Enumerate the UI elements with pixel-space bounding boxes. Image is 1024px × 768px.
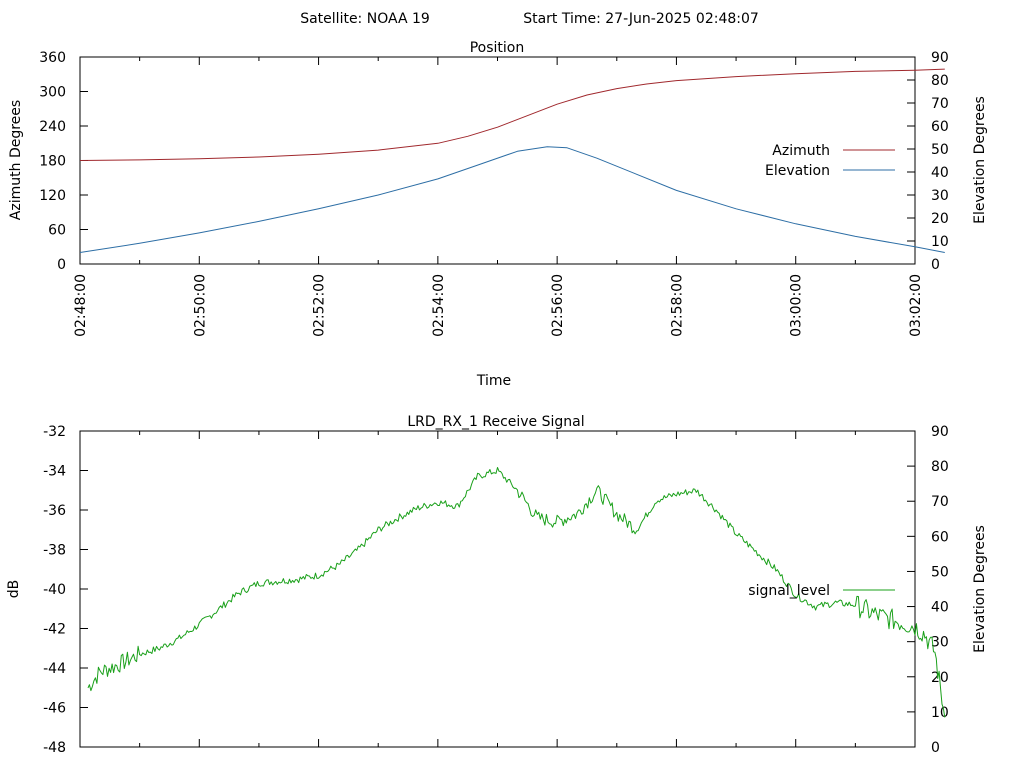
azimuth-axis-label: Azimuth Degrees <box>8 100 24 220</box>
y-tick-label: 60 <box>48 223 66 239</box>
signal-chart-title: LRD_RX_1 Receive Signal <box>407 414 584 430</box>
x-tick-label: 02:54:00 <box>431 274 447 337</box>
series-line-azimuth <box>79 68 945 161</box>
satellite-label: Satellite: NOAA 19 <box>300 11 430 27</box>
y2-tick-label: 0 <box>931 257 940 273</box>
signal-chart: LRD_RX_1 Receive Signal -48 -46 -44 -42 -40 -… <box>6 414 988 756</box>
y-tick-label: -42 <box>43 622 66 638</box>
y-tick-label: 120 <box>39 188 66 204</box>
y-tick-label: -34 <box>43 464 66 480</box>
y2-tick-label: 40 <box>931 165 949 181</box>
position-chart-title: Position <box>470 40 525 56</box>
y2-tick-label: 80 <box>931 459 949 475</box>
y-tick-label: 360 <box>39 50 66 66</box>
y2-tick-label: 30 <box>931 635 949 651</box>
x-tick-label: 03:00:00 <box>789 274 805 337</box>
x-tick-label: 03:02:00 <box>908 274 924 337</box>
y-tick-label: -44 <box>43 661 66 677</box>
y2-tick-label: 50 <box>931 564 949 580</box>
y-tick-label: 240 <box>39 119 66 135</box>
legend-label: Elevation <box>765 163 830 179</box>
position-elevation-axis-label: Elevation Degrees <box>972 96 988 224</box>
position-plot-frame <box>79 56 916 265</box>
y2-tick-label: 50 <box>931 142 949 158</box>
y2-tick-label: 10 <box>931 705 949 721</box>
y2-tick-label: 20 <box>931 211 949 227</box>
start-time-label: Start Time: 27-Jun-2025 02:48:07 <box>523 11 759 27</box>
x-tick-label: 02:58:00 <box>669 274 685 337</box>
y-tick-label: -46 <box>43 701 66 717</box>
y2-tick-label: 10 <box>931 234 949 250</box>
y-tick-label: -48 <box>43 740 66 756</box>
y2-tick-label: 70 <box>931 96 949 112</box>
y-tick-label: 300 <box>39 85 66 101</box>
y2-tick-label: 30 <box>931 188 949 204</box>
y-tick-label: -40 <box>43 582 66 598</box>
y2-tick-label: 60 <box>931 529 949 545</box>
y-tick-label: -32 <box>43 424 66 440</box>
x-tick-label: 02:50:00 <box>192 274 208 337</box>
y2-tick-label: 90 <box>931 50 949 66</box>
y2-tick-label: 60 <box>931 119 949 135</box>
y-tick-label: 0 <box>57 257 66 273</box>
x-tick-label: 02:56:00 <box>550 274 566 337</box>
series-line-elevation <box>79 146 945 253</box>
series-line-signal-level <box>87 467 946 718</box>
y2-tick-label: 70 <box>931 494 949 510</box>
y-tick-label: -38 <box>43 543 66 559</box>
y2-tick-label: 80 <box>931 73 949 89</box>
position-chart: Position 0 60 120 180 240 300 360 0 10 20 30 40 50 60… <box>8 40 988 389</box>
y-tick-label: -36 <box>43 503 66 519</box>
db-axis-label: dB <box>6 580 22 599</box>
legend-label: Azimuth <box>772 143 830 159</box>
y-tick-label: 180 <box>39 154 66 170</box>
signal-elevation-axis-label: Elevation Degrees <box>972 525 988 653</box>
y2-tick-label: 90 <box>931 424 949 440</box>
x-tick-label: 02:52:00 <box>312 274 328 337</box>
x-tick-label: 02:48:00 <box>73 274 89 337</box>
y2-tick-label: 40 <box>931 600 949 616</box>
legend-label: signal_level <box>748 583 830 599</box>
y2-tick-label: 0 <box>931 740 940 756</box>
time-axis-label: Time <box>476 373 511 389</box>
